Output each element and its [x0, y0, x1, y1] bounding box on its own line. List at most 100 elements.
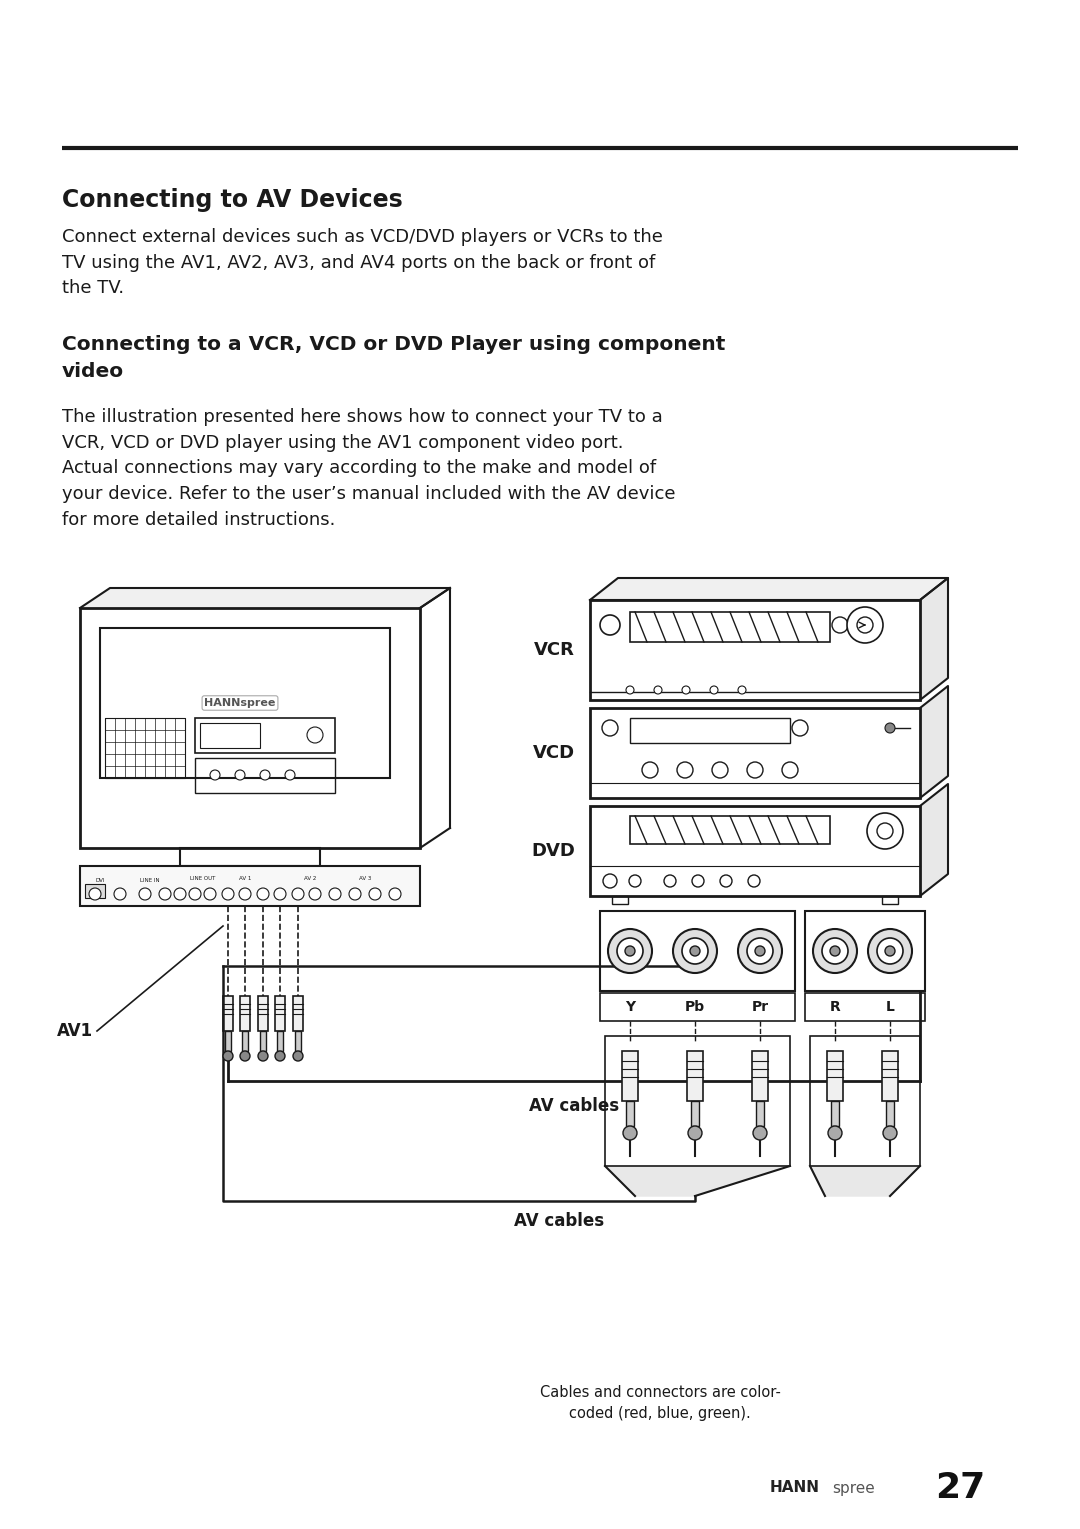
Circle shape: [738, 687, 746, 694]
Circle shape: [782, 761, 798, 778]
Bar: [752, 1050, 768, 1101]
Bar: [612, 896, 627, 904]
Text: The illustration presented here shows how to connect your TV to a
VCR, VCD or DV: The illustration presented here shows ho…: [62, 408, 675, 529]
Text: Connecting to a VCR, VCD or DVD Player using component
video: Connecting to a VCR, VCD or DVD Player u…: [62, 335, 726, 381]
Circle shape: [677, 761, 693, 778]
Circle shape: [293, 1050, 303, 1061]
Text: L: L: [886, 1000, 894, 1014]
Circle shape: [828, 1125, 842, 1141]
Bar: [630, 719, 789, 743]
Polygon shape: [920, 784, 948, 896]
Polygon shape: [810, 1167, 920, 1196]
Circle shape: [608, 930, 652, 972]
Bar: [225, 1031, 231, 1050]
Circle shape: [847, 607, 883, 644]
Bar: [200, 723, 260, 748]
Bar: [626, 1101, 634, 1125]
Circle shape: [625, 946, 635, 956]
Text: R: R: [829, 1000, 840, 1014]
Bar: [260, 1031, 266, 1050]
Text: AV cables: AV cables: [529, 1096, 619, 1115]
Circle shape: [600, 615, 620, 635]
Circle shape: [813, 930, 858, 972]
Bar: [882, 1050, 897, 1101]
Bar: [180, 849, 320, 865]
Circle shape: [602, 720, 618, 735]
Circle shape: [673, 930, 717, 972]
Text: HANNspree: HANNspree: [204, 699, 275, 708]
Text: Cables and connectors are color-
coded (red, blue, green).: Cables and connectors are color- coded (…: [540, 1385, 781, 1420]
Circle shape: [292, 888, 303, 901]
Circle shape: [623, 1125, 637, 1141]
Text: Pb: Pb: [685, 1000, 705, 1014]
Bar: [630, 612, 831, 642]
Bar: [258, 995, 268, 1031]
Circle shape: [642, 761, 658, 778]
Circle shape: [626, 687, 634, 694]
Text: Connect external devices such as VCD/DVD players or VCRs to the
TV using the AV1: Connect external devices such as VCD/DVD…: [62, 228, 663, 298]
Circle shape: [792, 720, 808, 735]
Text: 27: 27: [935, 1471, 985, 1505]
Text: AV 1: AV 1: [239, 876, 252, 881]
Circle shape: [747, 937, 773, 963]
Circle shape: [389, 888, 401, 901]
Bar: [831, 1101, 839, 1125]
Circle shape: [285, 771, 295, 780]
Circle shape: [654, 687, 662, 694]
Circle shape: [690, 946, 700, 956]
Circle shape: [738, 930, 782, 972]
Circle shape: [883, 1125, 897, 1141]
Bar: [195, 758, 335, 794]
Text: AV cables: AV cables: [514, 1212, 604, 1229]
Circle shape: [664, 875, 676, 887]
Bar: [222, 995, 233, 1031]
Polygon shape: [590, 578, 948, 599]
Circle shape: [712, 761, 728, 778]
Bar: [275, 995, 285, 1031]
Circle shape: [222, 888, 234, 901]
Bar: [85, 884, 105, 898]
Polygon shape: [80, 589, 450, 609]
Circle shape: [309, 888, 321, 901]
Text: Connecting to AV Devices: Connecting to AV Devices: [62, 188, 403, 213]
Circle shape: [204, 888, 216, 901]
Circle shape: [681, 937, 708, 963]
Bar: [805, 992, 924, 1021]
Circle shape: [603, 875, 617, 888]
Text: Pr: Pr: [752, 1000, 769, 1014]
Text: HANN: HANN: [770, 1480, 820, 1495]
Circle shape: [755, 946, 765, 956]
Text: AV 2: AV 2: [303, 876, 316, 881]
Bar: [691, 1101, 699, 1125]
Circle shape: [89, 888, 102, 901]
Circle shape: [692, 875, 704, 887]
Bar: [80, 865, 420, 907]
Bar: [886, 1101, 894, 1125]
Bar: [295, 1031, 301, 1050]
Circle shape: [832, 618, 848, 633]
Circle shape: [617, 937, 643, 963]
Circle shape: [258, 1050, 268, 1061]
Bar: [590, 806, 920, 896]
Bar: [195, 719, 335, 752]
Circle shape: [748, 875, 760, 887]
Bar: [293, 995, 303, 1031]
Polygon shape: [920, 578, 948, 700]
Circle shape: [260, 771, 270, 780]
Circle shape: [240, 1050, 249, 1061]
Bar: [590, 599, 920, 700]
Circle shape: [369, 888, 381, 901]
Bar: [590, 708, 920, 798]
Bar: [240, 995, 249, 1031]
Polygon shape: [920, 687, 948, 798]
Bar: [805, 911, 924, 991]
Circle shape: [885, 946, 895, 956]
Bar: [600, 911, 795, 991]
Circle shape: [114, 888, 126, 901]
Text: AV 3: AV 3: [359, 876, 372, 881]
Circle shape: [867, 813, 903, 849]
Circle shape: [747, 761, 762, 778]
Bar: [810, 1037, 920, 1167]
Bar: [276, 1031, 283, 1050]
Circle shape: [868, 930, 912, 972]
